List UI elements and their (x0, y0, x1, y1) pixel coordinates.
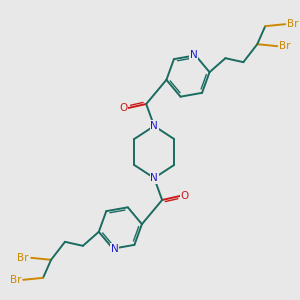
Text: Br: Br (287, 19, 299, 29)
Text: N: N (150, 121, 158, 131)
Text: O: O (181, 191, 189, 201)
Text: N: N (150, 173, 158, 183)
Text: Br: Br (17, 253, 29, 263)
Text: Br: Br (10, 275, 21, 285)
Text: N: N (111, 244, 119, 254)
Text: N: N (190, 50, 197, 60)
Text: Br: Br (279, 41, 291, 51)
Text: O: O (119, 103, 128, 113)
